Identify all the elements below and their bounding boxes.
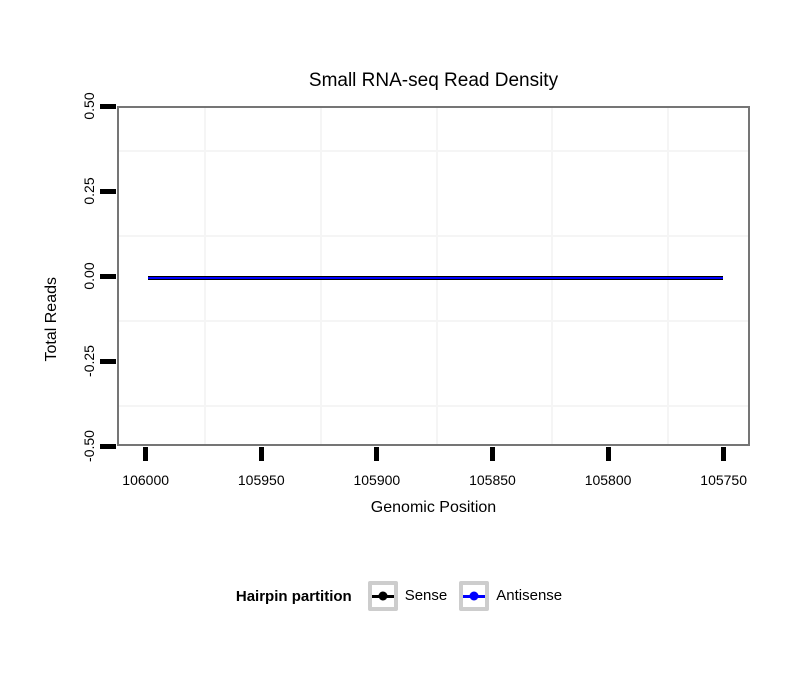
legend-item-sense: Sense bbox=[367, 581, 448, 611]
y-axis-tick bbox=[100, 358, 116, 364]
y-axis-tick-label: -0.25 bbox=[81, 345, 97, 377]
x-axis-tick-label: 106000 bbox=[122, 472, 170, 488]
x-axis-tick bbox=[258, 447, 264, 461]
y-axis-title-text: Total Reads bbox=[43, 277, 60, 362]
x-axis-tick-label: 105750 bbox=[700, 472, 747, 488]
legend-key-antisense bbox=[459, 581, 490, 611]
x-axis-tick bbox=[605, 447, 611, 461]
minor-gridline-horizontal bbox=[119, 404, 748, 407]
x-axis-title: Genomic Position bbox=[370, 499, 497, 516]
minor-gridline-vertical bbox=[666, 108, 669, 444]
y-axis-tick-label: 0.00 bbox=[81, 262, 97, 290]
x-axis-tick-label: 105850 bbox=[469, 472, 516, 488]
minor-gridline-vertical bbox=[204, 108, 207, 444]
legend-key-sense bbox=[367, 581, 398, 611]
series-line-antisense bbox=[147, 277, 724, 279]
y-axis-tick bbox=[100, 273, 116, 279]
x-axis-tick-label: 105800 bbox=[584, 472, 632, 488]
x-axis-tick bbox=[721, 447, 727, 461]
minor-gridline-vertical bbox=[320, 108, 323, 444]
plot-panel bbox=[117, 106, 750, 446]
x-axis-tick bbox=[374, 447, 380, 461]
legend-item-antisense: Antisense bbox=[459, 581, 562, 611]
legend-label-sense: Sense bbox=[404, 587, 448, 604]
x-axis-tick bbox=[143, 447, 149, 461]
minor-gridline-horizontal bbox=[119, 234, 748, 237]
minor-gridline-vertical bbox=[551, 108, 554, 444]
legend: Hairpin partition Sense Antisense bbox=[0, 578, 810, 614]
x-axis-tick-label: 105950 bbox=[237, 472, 285, 488]
y-axis-tick-label: -0.50 bbox=[81, 430, 97, 462]
sense-point-icon bbox=[378, 591, 388, 601]
legend-label-antisense: Antisense bbox=[496, 587, 563, 604]
x-axis-tick-label: 105900 bbox=[353, 472, 401, 488]
legend-title: Hairpin partition bbox=[235, 587, 352, 605]
x-axis-tick bbox=[489, 447, 495, 461]
minor-gridline-horizontal bbox=[119, 319, 748, 322]
minor-gridline-horizontal bbox=[119, 149, 748, 152]
minor-gridline-vertical bbox=[435, 108, 438, 444]
y-axis-tick bbox=[100, 103, 116, 109]
y-axis-tick bbox=[100, 188, 116, 194]
y-axis-tick bbox=[100, 443, 116, 449]
y-axis-tick-label: 0.25 bbox=[81, 177, 97, 205]
antisense-point-icon bbox=[469, 591, 479, 601]
y-axis-tick-label: 0.50 bbox=[81, 92, 97, 120]
chart-title: Small RNA-seq Read Density bbox=[308, 70, 559, 91]
